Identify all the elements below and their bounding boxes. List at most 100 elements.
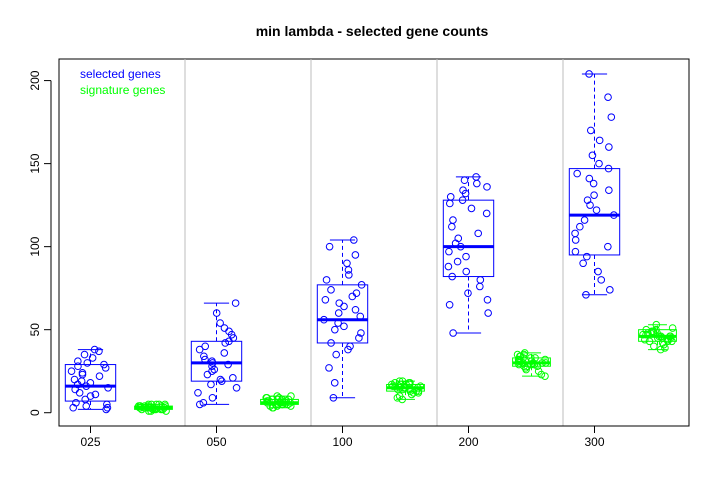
data-point	[74, 362, 82, 371]
legend-item-selected-genes: selected genes	[80, 67, 161, 81]
data-point	[446, 193, 455, 201]
box-layer	[64, 73, 677, 412]
legend: selected genes signature genes	[80, 67, 165, 97]
data-point	[476, 276, 485, 284]
data-point	[541, 372, 549, 380]
data-point	[605, 143, 613, 151]
data-point	[82, 402, 91, 410]
data-point	[327, 339, 335, 347]
data-point	[467, 204, 476, 213]
group-separators	[184, 59, 564, 426]
data-point	[212, 309, 221, 317]
data-point	[91, 390, 100, 399]
data-point	[208, 367, 216, 375]
data-point	[464, 289, 472, 297]
data-point	[208, 362, 216, 371]
data-point	[334, 309, 343, 317]
data-point	[460, 176, 469, 185]
point-layer	[67, 70, 677, 415]
data-point	[196, 400, 204, 409]
legend-item-signature-genes: signature genes	[80, 83, 165, 97]
data-point	[355, 334, 363, 342]
data-point	[449, 329, 457, 337]
data-point	[406, 379, 414, 387]
data-point	[357, 281, 366, 289]
data-point	[208, 393, 217, 402]
data-point	[195, 345, 204, 354]
data-point	[201, 355, 209, 364]
data-point	[100, 360, 108, 369]
data-point	[331, 325, 339, 334]
data-point	[587, 126, 595, 135]
data-point	[576, 222, 584, 231]
data-point	[352, 289, 361, 297]
data-point	[340, 302, 348, 311]
data-point	[136, 402, 145, 410]
data-point	[147, 400, 156, 409]
data-point	[448, 272, 456, 281]
data-point	[67, 367, 76, 375]
data-point	[462, 252, 470, 261]
data-point	[585, 174, 594, 183]
data-point	[208, 357, 216, 366]
y-tick-label: 150	[28, 153, 42, 173]
data-point	[86, 392, 95, 400]
data-point	[652, 325, 660, 334]
data-point	[642, 330, 650, 339]
data-point	[335, 299, 344, 307]
data-point	[325, 242, 334, 251]
data-point	[462, 267, 471, 276]
data-point	[483, 295, 492, 304]
data-point	[414, 387, 423, 395]
data-point	[395, 377, 404, 385]
data-point	[449, 216, 457, 224]
data-point	[520, 349, 529, 357]
data-point	[444, 262, 453, 271]
y-tick-label: 200	[28, 70, 42, 90]
data-point	[320, 315, 328, 324]
data-point	[200, 352, 208, 361]
x-tick-label: 300	[584, 435, 604, 449]
data-point	[103, 403, 112, 412]
data-point	[161, 400, 169, 409]
data-point	[217, 377, 226, 385]
data-point	[571, 247, 580, 256]
data-point	[194, 388, 202, 397]
data-point	[103, 400, 111, 409]
data-point	[216, 319, 224, 327]
data-point	[273, 395, 282, 404]
data-point	[473, 179, 481, 188]
data-point	[90, 345, 99, 354]
data-point	[340, 322, 348, 331]
data-point	[332, 350, 340, 359]
data-point	[661, 344, 669, 352]
box	[568, 168, 621, 256]
data-point	[472, 173, 480, 181]
data-point	[344, 266, 353, 274]
data-point	[668, 324, 677, 332]
data-point	[95, 347, 103, 356]
box	[316, 284, 369, 344]
data-point	[606, 286, 614, 294]
data-point	[416, 382, 425, 390]
data-point	[648, 327, 656, 336]
data-point	[102, 405, 110, 414]
data-point	[531, 354, 539, 362]
data-point	[454, 234, 463, 243]
data-point	[221, 339, 230, 347]
data-point	[607, 113, 616, 121]
data-point	[513, 350, 522, 359]
data-point	[579, 259, 587, 268]
data-point	[321, 295, 330, 304]
data-point	[446, 199, 454, 208]
data-point	[80, 350, 89, 359]
data-point	[588, 151, 597, 160]
data-point	[78, 369, 87, 377]
data-point	[391, 382, 400, 390]
data-point	[573, 169, 581, 178]
data-point	[220, 324, 229, 332]
data-point	[216, 375, 225, 384]
data-point	[589, 179, 598, 188]
data-point	[75, 388, 84, 397]
